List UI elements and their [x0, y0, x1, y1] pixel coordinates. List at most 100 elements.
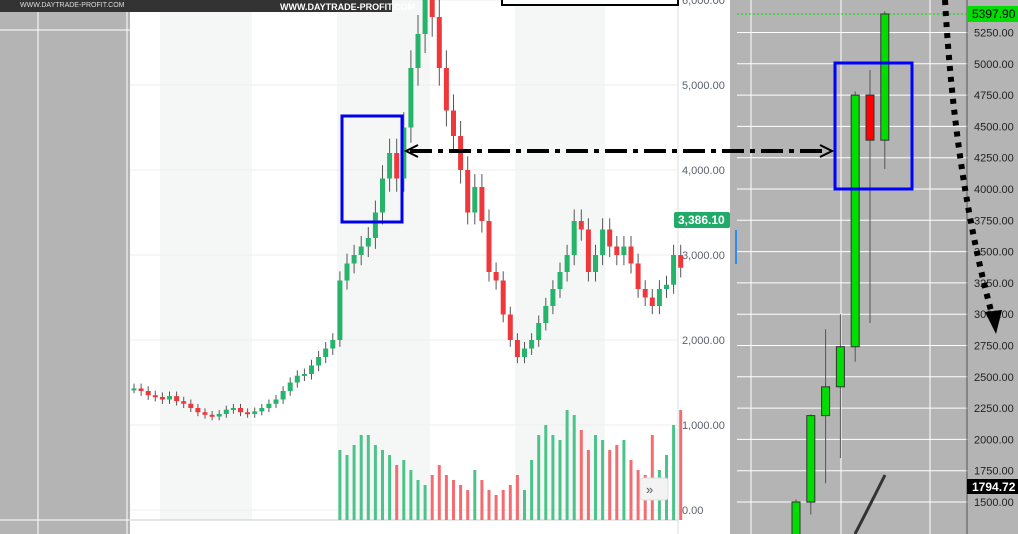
y-tick-label: 0.00: [682, 505, 703, 517]
y-tick-label: 2,000.00: [682, 335, 725, 347]
candle-body: [543, 306, 549, 323]
volume-bar: [373, 445, 377, 520]
candle-body: [216, 413, 222, 417]
candle-body: [600, 229, 606, 255]
y-tick-label: 4500.00: [974, 121, 1014, 133]
candle-body: [465, 170, 471, 213]
candle-body: [167, 396, 172, 400]
volume-bar: [601, 440, 605, 520]
y-tick-label: 2750.00: [974, 341, 1014, 353]
volume-bar: [537, 435, 541, 520]
left-axis-area: [678, 0, 730, 534]
candle-body: [188, 403, 194, 408]
period-band: [337, 0, 430, 520]
expand-button[interactable]: [639, 477, 669, 501]
candle-body: [578, 221, 584, 230]
candle-body: [821, 386, 831, 417]
y-tick-label: 4000.00: [974, 184, 1014, 196]
volume-bar: [430, 475, 434, 520]
candle-body: [209, 414, 215, 417]
volume-bar: [565, 410, 569, 520]
candle-body: [479, 187, 485, 221]
y-tick-label: 4,000.00: [682, 165, 725, 177]
candle-body: [436, 17, 442, 68]
candle-body: [294, 375, 300, 383]
volume-bar: [558, 440, 562, 520]
candle-body: [287, 382, 293, 391]
candle-body: [323, 348, 329, 357]
last-price-label: 3,386.10: [678, 213, 725, 227]
candle-body: [252, 411, 258, 414]
dotted-arrow-head: [985, 310, 1002, 334]
candle-body: [330, 340, 336, 349]
right-plot-area: [737, 0, 1018, 534]
volume-bar: [480, 480, 484, 520]
volume-bar: [672, 425, 676, 520]
candle-body: [493, 272, 499, 281]
y-tick-label: 3250.00: [974, 278, 1014, 290]
volume-bar: [352, 445, 356, 520]
y-tick-label: 3,000.00: [682, 250, 725, 262]
y-tick-label: 3500.00: [974, 247, 1014, 259]
candle-body: [472, 187, 478, 213]
volume-bar: [487, 490, 491, 520]
candle-body: [174, 396, 180, 402]
current-price-badge: [967, 5, 1018, 22]
candle-body: [301, 374, 307, 376]
volume-bar: [409, 470, 413, 520]
arrow-head-left: [403, 144, 419, 158]
y-tick-label: 2500.00: [974, 372, 1014, 384]
candle-body: [557, 272, 563, 289]
candle-body: [380, 178, 385, 213]
y-tick-label: 3750.00: [974, 215, 1014, 227]
candle-body: [614, 246, 620, 255]
candle-body: [202, 412, 208, 415]
highlight-box: [833, 61, 914, 191]
candle-body: [593, 255, 598, 272]
watermark-banner: [0, 0, 392, 12]
candle-body: [401, 127, 407, 179]
last-price-badge: [674, 212, 730, 228]
candle-body: [245, 412, 251, 415]
period-band: [160, 0, 252, 520]
volume-bar: [594, 435, 597, 520]
volume-bar: [572, 415, 576, 520]
candle-body: [273, 399, 279, 404]
scroll-indicator[interactable]: [735, 230, 738, 264]
volume-bar: [395, 465, 399, 520]
expand-button-label[interactable]: »: [646, 482, 653, 497]
volume-bar: [551, 435, 555, 520]
volume-bar: [544, 425, 548, 520]
dotted-arrow: [942, 0, 996, 319]
candle-body: [564, 255, 570, 272]
candle-body: [529, 340, 535, 349]
candle-body: [429, 0, 435, 17]
volume-bar: [452, 480, 455, 520]
volume-bar: [579, 430, 583, 520]
volume-bar: [366, 435, 370, 520]
volume-bar: [459, 485, 463, 520]
moving-average-curve: [853, 474, 887, 534]
candle-body: [138, 388, 144, 391]
volume-bar: [416, 480, 420, 520]
candle-body: [415, 34, 421, 68]
candle-body: [159, 396, 165, 400]
candle-body: [280, 391, 286, 400]
volume-bar: [586, 450, 590, 520]
candle-body: [266, 403, 272, 408]
candle-body: [145, 391, 151, 396]
candle-body: [806, 415, 816, 503]
candle-body: [422, 0, 428, 34]
y-tick-label: 4750.00: [974, 90, 1014, 102]
candle-body: [451, 110, 456, 136]
volume-bar: [338, 450, 342, 520]
candle-body: [550, 289, 556, 306]
y-tick-label: 5250.00: [974, 28, 1014, 40]
candle-body: [642, 289, 648, 298]
candle-body: [522, 348, 527, 357]
candle-body: [635, 263, 641, 289]
candle-body: [649, 297, 655, 306]
candle-body: [223, 409, 229, 414]
watermark-small: WWW.DAYTRADE-PROFIT.COM: [20, 2, 125, 9]
